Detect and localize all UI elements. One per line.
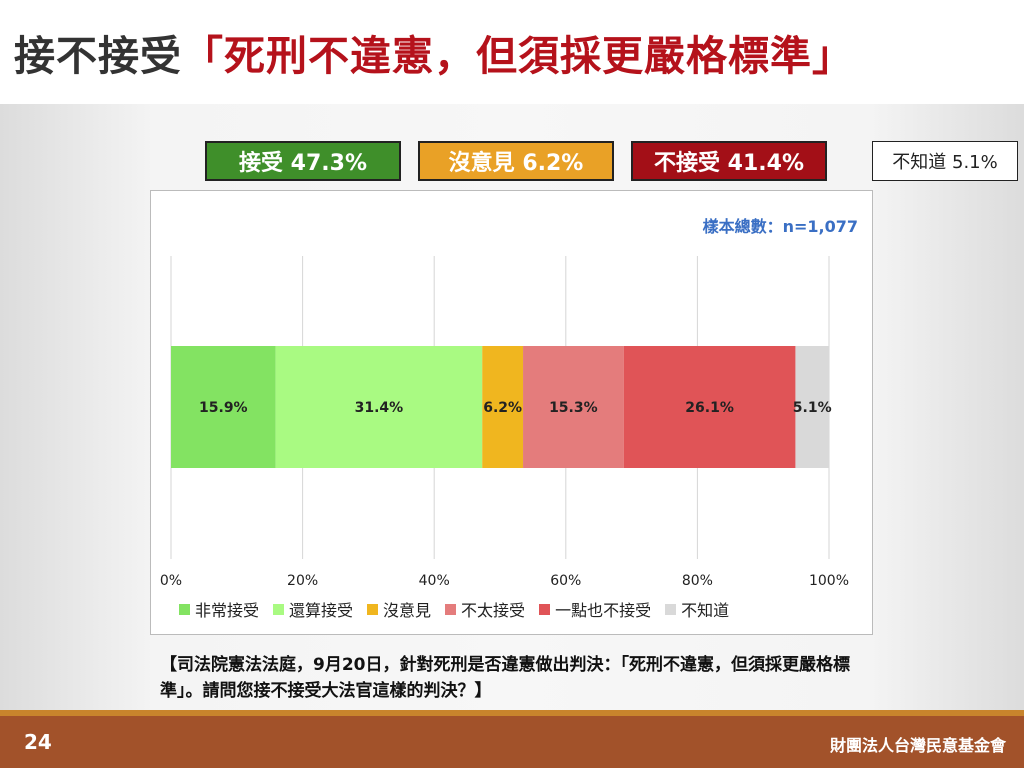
slide-title: 接不接受「死刑不違憲，但須採更嚴格標準」 xyxy=(14,22,854,82)
legend-item: 沒意見 xyxy=(367,597,431,621)
page-number: 24 xyxy=(24,730,52,754)
legend-label: 不太接受 xyxy=(461,601,526,620)
legend-label: 非常接受 xyxy=(195,601,260,620)
summary-reject-badge: 不接受 41.4% xyxy=(631,141,827,181)
summary-accept-badge: 接受 47.3% xyxy=(205,141,401,181)
x-tick-label: 80% xyxy=(682,573,713,589)
data-label: 26.1% xyxy=(685,400,734,416)
title-bar: 接不接受「死刑不違憲，但須採更嚴格標準」 xyxy=(0,0,1024,104)
legend-item: 非常接受 xyxy=(179,597,259,621)
chart-panel: 樣本總數：n=1,077 0% 20% 40% 60% 80% 100% 15.9% 31.4… xyxy=(150,190,873,635)
legend-swatch xyxy=(665,603,677,615)
legend-swatch xyxy=(179,603,190,615)
bar-segment xyxy=(795,346,829,468)
x-tick-label: 0% xyxy=(160,573,182,589)
bar-segment xyxy=(171,346,276,468)
legend-item: 不知道 xyxy=(665,597,729,621)
sample-size-label: 樣本總數：n=1,077 xyxy=(702,217,858,236)
data-label: 6.2% xyxy=(483,400,522,416)
legend-item: 一點也不接受 xyxy=(539,597,651,621)
legend-swatch xyxy=(539,603,551,615)
summary-neutral-badge: 沒意見 6.2% xyxy=(418,141,614,181)
legend-label: 沒意見 xyxy=(383,601,432,620)
bar-segment xyxy=(482,346,524,468)
bar-segment xyxy=(523,346,624,468)
data-label: 5.1% xyxy=(793,400,832,416)
footer-accent-line xyxy=(0,710,1024,716)
legend-swatch xyxy=(445,603,457,615)
organization-name: 財團法人台灣民意基金會 xyxy=(829,736,1006,755)
title-prefix: 接不接受 xyxy=(14,32,182,80)
legend-swatch xyxy=(273,603,285,615)
data-label: 15.3% xyxy=(549,400,598,416)
summary-unknown-badge: 不知道 5.1% xyxy=(872,141,1018,181)
legend-item: 還算接受 xyxy=(273,597,353,621)
footer-bar: 24 財團法人台灣民意基金會 xyxy=(0,716,1024,768)
legend-label: 一點也不接受 xyxy=(555,601,652,620)
legend-label: 不知道 xyxy=(681,601,730,620)
data-label: 31.4% xyxy=(355,400,404,416)
legend-swatch xyxy=(367,603,379,615)
stacked-bar-chart: 0% 20% 40% 60% 80% 100% 15.9% 31.4% 6.2% 15.3% 26.… xyxy=(160,256,849,589)
bar-segment xyxy=(623,346,796,468)
x-tick-label: 40% xyxy=(419,573,450,589)
bar-segment xyxy=(275,346,483,468)
x-tick-label: 60% xyxy=(550,573,581,589)
survey-question: 【司法院憲法法庭，9月20日，針對死刑是否違憲做出判決：「死刑不違憲，但須採更嚴… xyxy=(160,655,850,701)
legend-label: 還算接受 xyxy=(289,601,354,620)
legend-item: 不太接受 xyxy=(445,597,525,621)
title-quote: 「死刑不違憲，但須採更嚴格標準」 xyxy=(182,32,854,80)
data-label: 15.9% xyxy=(199,400,248,416)
x-tick-label: 100% xyxy=(809,573,849,589)
chart-legend: 非常接受 還算接受 沒意見 不太接受 一點也不接受 不知道 xyxy=(179,597,729,621)
x-tick-label: 20% xyxy=(287,573,318,589)
